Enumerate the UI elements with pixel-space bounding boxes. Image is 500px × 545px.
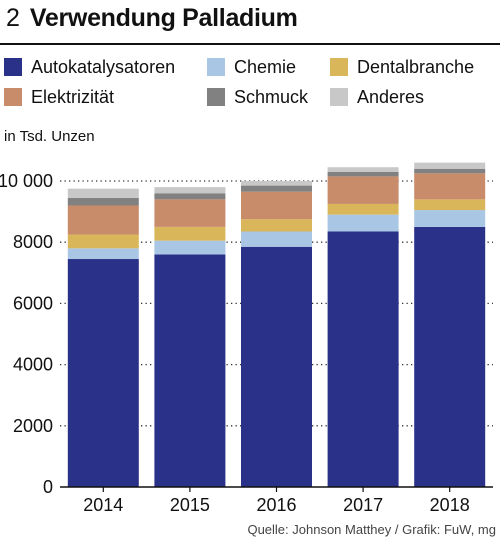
bar-segment xyxy=(414,162,486,169)
bar-segment xyxy=(327,203,399,215)
bar-segment xyxy=(67,188,139,198)
legend-swatch xyxy=(330,88,348,106)
x-tick-label: 2018 xyxy=(430,495,470,515)
source-credit: Quelle: Johnson Matthey / Grafik: FuW, m… xyxy=(247,522,496,537)
legend-swatch xyxy=(4,58,22,76)
bar-segment xyxy=(414,210,486,227)
bar-segment xyxy=(67,197,139,206)
legend-label: Elektrizität xyxy=(31,86,115,107)
y-tick-label: 2000 xyxy=(13,416,53,436)
title-divider xyxy=(0,43,500,45)
bar-segment xyxy=(327,214,399,232)
x-tick-label: 2014 xyxy=(83,495,123,515)
bar-segment xyxy=(154,254,226,487)
bar-segment xyxy=(327,176,399,204)
chart-plot-area: in Tsd. Unzen 0 2000 4000 6000 8000 10 000 2014… xyxy=(0,128,493,515)
bar-segment xyxy=(414,226,486,487)
legend-label: Anderes xyxy=(357,86,425,107)
bar-segment xyxy=(241,191,312,220)
bar-segment xyxy=(154,187,226,194)
bar-segment xyxy=(241,246,312,487)
bar-segment xyxy=(154,199,226,227)
bar-segment xyxy=(241,181,312,186)
bar-segment xyxy=(67,205,139,235)
y-tick-label: 10 000 xyxy=(0,171,53,191)
legend-label: Schmuck xyxy=(234,86,309,107)
legend-item: Autokatalysatoren xyxy=(4,56,175,78)
bar-segment xyxy=(414,168,486,174)
legend-item: Schmuck xyxy=(207,86,308,108)
legend-label: Autokatalysatoren xyxy=(31,56,176,77)
legend-swatch xyxy=(4,88,22,106)
y-tick-label: 8000 xyxy=(13,232,53,252)
legend-item: Dentalbranche xyxy=(330,56,474,78)
legend-item: Anderes xyxy=(330,86,424,108)
bar-segment xyxy=(154,193,226,200)
bar-segment xyxy=(241,219,312,232)
bar-segment xyxy=(67,259,139,487)
y-unit-label: in Tsd. Unzen xyxy=(4,128,95,145)
bar-segment xyxy=(327,171,399,177)
chart-header: 2 Verwendung Palladium xyxy=(6,4,298,38)
bar-segment xyxy=(67,234,139,249)
bar-segment xyxy=(327,167,399,172)
bar-segment xyxy=(241,231,312,247)
y-tick-label: 6000 xyxy=(13,293,53,313)
legend-label: Dentalbranche xyxy=(357,56,475,77)
y-tick-label: 0 xyxy=(43,477,53,497)
legend-item: Chemie xyxy=(207,56,296,78)
figure-number: 2 xyxy=(6,4,20,32)
x-tick-label: 2017 xyxy=(343,495,383,515)
bar-segment xyxy=(414,199,486,211)
bar-segment xyxy=(414,173,486,200)
legend-swatch xyxy=(207,58,225,76)
legend-swatch xyxy=(330,58,348,76)
bar-segment xyxy=(327,231,399,487)
legend-swatch xyxy=(207,88,225,106)
bar-segment xyxy=(154,226,226,241)
legend-label: Chemie xyxy=(234,56,297,77)
x-tick-label: 2015 xyxy=(170,495,210,515)
legend-item: Elektrizität xyxy=(4,86,114,108)
bar-segment xyxy=(67,248,139,260)
bar-segment xyxy=(154,240,226,255)
x-tick-label: 2016 xyxy=(256,495,296,515)
y-tick-label: 4000 xyxy=(13,355,53,375)
chart-title: Verwendung Palladium xyxy=(29,4,298,32)
bar-segment xyxy=(241,185,312,192)
